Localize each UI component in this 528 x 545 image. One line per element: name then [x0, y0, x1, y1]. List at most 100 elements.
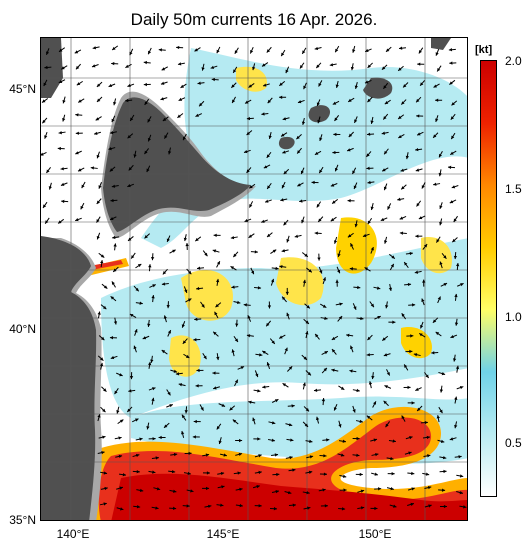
current-arrow-head — [61, 199, 65, 204]
lat-label-45n: 45°N — [9, 82, 36, 96]
current-arrow-head — [94, 131, 98, 135]
current-arrow-head — [330, 218, 335, 222]
current-arrow-head — [144, 101, 148, 105]
current-arrow-head — [239, 503, 243, 508]
current-arrow-head — [281, 184, 285, 189]
current-arrow-head — [348, 98, 352, 102]
current-arrow-head — [338, 316, 343, 320]
current-arrow-head — [304, 253, 308, 257]
current-arrow-head — [58, 79, 63, 83]
current-arrow-head — [193, 337, 197, 342]
current-arrow-head — [300, 170, 304, 175]
current-arrow-head — [97, 311, 101, 315]
current-arrow-head — [252, 417, 256, 422]
current-arrow-head — [114, 390, 118, 395]
current-arrow-head — [254, 250, 258, 254]
current-arrow-head — [267, 233, 271, 238]
current-arrow-head — [212, 249, 217, 253]
current-arrow-head — [110, 296, 115, 300]
current-arrow-head — [158, 48, 162, 52]
current-arrow-head — [373, 401, 376, 405]
current-arrow-head — [267, 305, 272, 309]
current-arrow-head — [301, 121, 306, 125]
current-arrow-head — [391, 471, 395, 476]
current-arrow-head — [136, 469, 140, 474]
current-arrow-head — [390, 486, 394, 491]
current-arrow-head — [81, 184, 85, 189]
current-arrow-head — [415, 147, 419, 152]
current-arrow-head — [356, 388, 360, 393]
current-arrow-head — [436, 415, 440, 419]
current-arrow-head — [317, 257, 321, 261]
current-arrow-head — [443, 255, 447, 259]
current-arrow-head — [275, 266, 279, 271]
current-arrow-head — [162, 117, 167, 121]
current-arrow-head — [414, 270, 419, 274]
current-arrow-head — [146, 168, 150, 173]
current-arrow-head — [324, 351, 328, 355]
current-arrow-head — [201, 304, 205, 308]
current-arrow-head — [208, 504, 212, 509]
current-arrow-head — [195, 237, 199, 242]
current-arrow-head — [367, 336, 371, 341]
current-arrow-head — [139, 488, 144, 493]
current-arrow-head — [411, 401, 415, 405]
current-arrow-head — [80, 205, 84, 210]
current-arrow-head — [302, 382, 306, 386]
current-arrow-head — [437, 296, 441, 300]
current-arrow-head — [216, 261, 220, 265]
current-arrow-head — [250, 270, 255, 275]
current-arrow-head — [303, 85, 307, 90]
current-arrow-head — [333, 132, 337, 137]
current-arrow-head — [441, 371, 446, 376]
current-arrow-head — [273, 507, 278, 511]
current-arrow-head — [119, 507, 124, 511]
current-arrow-head — [405, 155, 409, 160]
current-arrow-head — [133, 345, 137, 350]
current-arrow-head — [213, 386, 217, 390]
current-arrow-head — [381, 131, 386, 135]
current-arrow-head — [197, 266, 201, 270]
current-arrow-head — [411, 487, 415, 491]
current-arrow-head — [422, 279, 426, 283]
current-arrow-head — [181, 324, 185, 328]
current-arrow-head — [417, 132, 421, 136]
current-arrow-head — [374, 506, 378, 511]
current-arrow-head — [418, 216, 423, 220]
current-arrow-head — [314, 231, 318, 235]
current-arrow-head — [420, 324, 424, 329]
current-arrow-head — [451, 135, 455, 140]
current-arrow-head — [46, 169, 50, 173]
current-arrow-head — [409, 251, 413, 256]
current-arrow-head — [360, 316, 364, 321]
current-arrow-head — [160, 97, 164, 101]
current-arrow-head — [178, 383, 183, 387]
current-arrow-head — [302, 279, 307, 284]
current-arrow-head — [443, 469, 447, 474]
current-arrow-head — [246, 169, 250, 173]
current-arrow-head — [173, 489, 177, 493]
current-arrow-head — [110, 355, 115, 360]
current-arrow-head — [127, 134, 131, 139]
current-arrow-head — [109, 130, 114, 135]
current-arrow-head — [280, 198, 284, 202]
current-arrow-head — [318, 83, 322, 87]
current-arrow-head — [436, 239, 440, 243]
current-arrow-head — [78, 168, 82, 172]
current-arrow-head — [205, 453, 210, 457]
current-arrow-head — [450, 334, 454, 339]
current-arrow-head — [332, 200, 336, 204]
current-arrow-head — [146, 426, 150, 430]
current-arrow-head — [266, 362, 270, 366]
current-arrow-head — [455, 365, 460, 370]
current-arrow-head — [452, 358, 457, 362]
current-arrow-head — [239, 438, 243, 443]
current-arrow-head — [249, 204, 253, 208]
current-arrow-head — [334, 117, 338, 121]
current-arrow-head — [250, 50, 254, 54]
current-arrow-head — [337, 253, 341, 257]
current-arrow-head — [177, 114, 181, 118]
current-arrow-head — [282, 383, 287, 387]
current-arrow-head — [342, 439, 346, 443]
current-arrow-head — [92, 46, 97, 50]
